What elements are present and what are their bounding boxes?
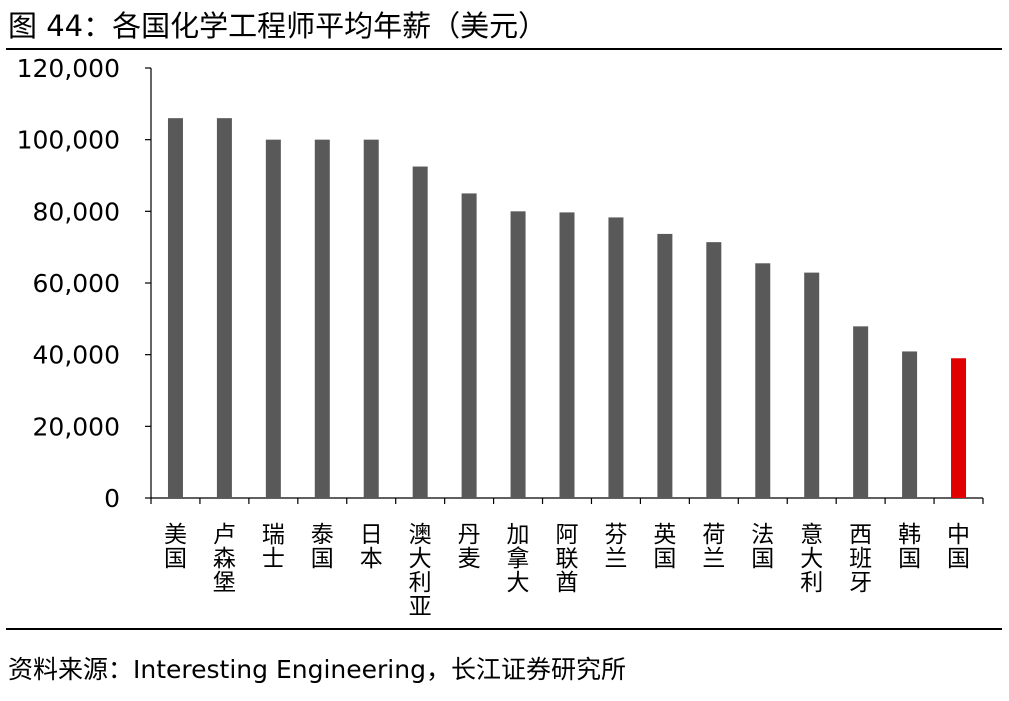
x-tick-label: 韩国 — [898, 522, 921, 572]
y-tick-label: 60,000 — [33, 269, 120, 298]
x-tick-label: 英国 — [653, 522, 676, 572]
x-tick-label: 荷兰 — [702, 522, 725, 572]
figure-title: 图 44：各国化学工程师平均年薪（美元） — [8, 9, 548, 43]
bar — [510, 211, 526, 499]
x-tick-label: 西班牙 — [849, 522, 872, 596]
bottom-rule — [6, 628, 1002, 630]
x-tick-label: 日本 — [360, 522, 383, 572]
bar — [265, 139, 281, 498]
y-tick-label: 20,000 — [33, 412, 120, 441]
y-tick-label: 0 — [104, 484, 120, 513]
x-tick-label: 澳大利亚 — [409, 522, 432, 620]
bar — [559, 212, 575, 499]
bar — [461, 193, 477, 498]
bar — [363, 139, 379, 498]
bar — [167, 118, 183, 499]
x-tick-label: 丹麦 — [458, 522, 481, 572]
bar-chart-svg: 0 20,000 40,000 60,000 80,000 100,000 120,000 美… — [17, 54, 984, 620]
bar — [853, 326, 869, 498]
bar — [314, 139, 330, 498]
x-tick-label: 瑞士 — [262, 522, 285, 572]
bar — [216, 118, 232, 499]
bar — [657, 233, 673, 499]
x-tick-label: 加拿大 — [507, 522, 530, 596]
top-rule — [6, 48, 1002, 50]
bar — [755, 263, 771, 498]
bar — [706, 242, 722, 498]
x-tick-label: 意大利 — [800, 522, 823, 596]
bar — [608, 217, 624, 499]
bar-highlight — [951, 358, 967, 498]
bar — [902, 351, 918, 498]
x-tick-label: 芬兰 — [604, 522, 627, 572]
bar — [412, 166, 428, 498]
y-tick-label: 100,000 — [17, 126, 120, 155]
source-note: 资料来源：Interesting Engineering，长江证券研究所 — [8, 655, 626, 684]
y-tick-label: 80,000 — [33, 197, 120, 226]
bar-chart: 0 20,000 40,000 60,000 80,000 100,000 120,000 美… — [0, 50, 1009, 628]
bar — [804, 272, 820, 498]
x-tick-label: 卢森堡 — [213, 522, 236, 596]
x-tick-label: 泰国 — [311, 522, 334, 572]
x-tick-label: 法国 — [751, 522, 774, 572]
x-tick-label: 中国 — [947, 522, 970, 572]
x-tick-label: 美国 — [164, 522, 187, 572]
y-tick-label: 40,000 — [33, 341, 120, 370]
y-tick-label: 120,000 — [17, 54, 120, 83]
x-tick-label: 阿联酋 — [556, 522, 579, 596]
